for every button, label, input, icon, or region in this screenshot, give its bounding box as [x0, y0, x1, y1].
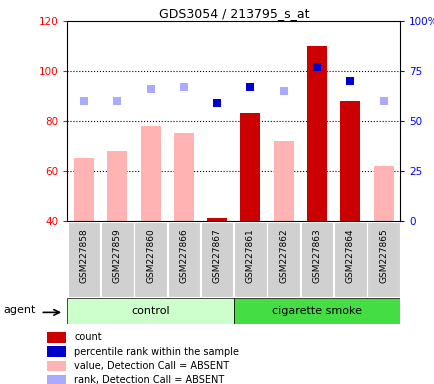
FancyBboxPatch shape: [333, 222, 366, 297]
Point: [147, 86, 154, 92]
Point: [213, 100, 220, 106]
Text: agent: agent: [3, 305, 36, 315]
Text: GSM227859: GSM227859: [112, 228, 122, 283]
Bar: [174, 134, 194, 221]
Point: [313, 64, 320, 70]
Text: GSM227860: GSM227860: [146, 228, 155, 283]
Bar: [240, 114, 260, 221]
FancyBboxPatch shape: [300, 222, 332, 297]
Bar: [107, 151, 127, 221]
FancyBboxPatch shape: [167, 222, 200, 297]
Text: control: control: [131, 306, 170, 316]
FancyBboxPatch shape: [233, 298, 399, 324]
Text: GSM227862: GSM227862: [279, 228, 288, 283]
Point: [80, 98, 87, 104]
FancyBboxPatch shape: [201, 222, 233, 297]
Bar: [207, 218, 227, 221]
Bar: [373, 166, 393, 221]
FancyBboxPatch shape: [366, 222, 399, 297]
Title: GDS3054 / 213795_s_at: GDS3054 / 213795_s_at: [158, 7, 308, 20]
FancyBboxPatch shape: [101, 222, 133, 297]
Text: count: count: [74, 333, 102, 343]
Text: GSM227858: GSM227858: [79, 228, 89, 283]
Bar: [140, 126, 160, 221]
Point: [180, 84, 187, 90]
Text: GSM227866: GSM227866: [179, 228, 188, 283]
Text: rank, Detection Call = ABSENT: rank, Detection Call = ABSENT: [74, 375, 224, 384]
Point: [247, 84, 253, 90]
Bar: [47, 332, 66, 343]
Bar: [339, 101, 359, 221]
FancyBboxPatch shape: [134, 222, 167, 297]
Bar: [74, 159, 94, 221]
Point: [279, 88, 286, 94]
Text: GSM227864: GSM227864: [345, 228, 354, 283]
Bar: [273, 141, 293, 221]
FancyBboxPatch shape: [233, 222, 266, 297]
Bar: [306, 46, 326, 221]
FancyBboxPatch shape: [68, 222, 100, 297]
FancyBboxPatch shape: [67, 298, 233, 324]
Text: GSM227861: GSM227861: [245, 228, 254, 283]
Text: GSM227865: GSM227865: [378, 228, 387, 283]
Text: GSM227867: GSM227867: [212, 228, 221, 283]
Bar: [47, 361, 66, 371]
Text: GSM227863: GSM227863: [312, 228, 321, 283]
Point: [346, 78, 353, 84]
Bar: [47, 375, 66, 384]
Text: value, Detection Call = ABSENT: value, Detection Call = ABSENT: [74, 361, 229, 371]
Point: [379, 98, 386, 104]
Text: percentile rank within the sample: percentile rank within the sample: [74, 347, 239, 357]
Text: cigarette smoke: cigarette smoke: [271, 306, 361, 316]
Point: [114, 98, 121, 104]
Bar: [47, 346, 66, 357]
FancyBboxPatch shape: [267, 222, 299, 297]
